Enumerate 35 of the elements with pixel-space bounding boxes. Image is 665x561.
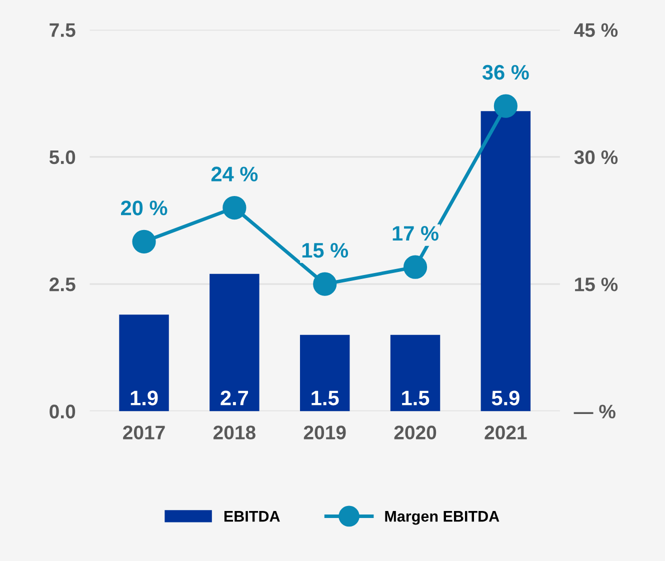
data-label: 20 % xyxy=(121,200,168,216)
x-tick-label: 2019 xyxy=(304,426,346,440)
point xyxy=(222,196,246,220)
data-label: 17 % xyxy=(392,226,438,241)
x-tick-label: 2017 xyxy=(123,426,165,440)
legend-label: EBITDA xyxy=(224,511,280,522)
y-tick-label: 2.5 xyxy=(50,278,76,292)
y2-tick-label: 30 % xyxy=(574,150,618,164)
y2-tick-label: 45 % xyxy=(574,23,618,37)
y-tick-label: 7.5 xyxy=(50,23,76,37)
y2-tick-label: 15 % xyxy=(575,278,618,292)
data-label: 24 % xyxy=(211,166,258,182)
y-tick-label: 0.0 xyxy=(50,404,76,418)
x-tick-label: 2018 xyxy=(213,426,256,440)
y-tick-label: 5.0 xyxy=(49,150,76,164)
bar xyxy=(119,314,169,412)
data-label: 1.5 xyxy=(312,390,339,406)
data-label: 15 % xyxy=(302,243,348,258)
data-label: 5.9 xyxy=(492,390,520,406)
data-label: 1.5 xyxy=(402,390,430,406)
data-label: 36 % xyxy=(482,64,529,80)
data-label: 1.9 xyxy=(130,390,158,406)
bar xyxy=(480,111,531,412)
point xyxy=(132,230,156,254)
point xyxy=(494,94,518,118)
y2-tick-label: — % xyxy=(574,404,616,418)
x-tick-label: 2020 xyxy=(394,426,436,440)
legend-label: Margen EBITDA xyxy=(385,511,500,525)
bar xyxy=(390,334,440,412)
point xyxy=(403,255,428,279)
bar xyxy=(300,334,350,412)
bar xyxy=(210,274,260,412)
x-tick-label: 2021 xyxy=(484,426,527,440)
point xyxy=(313,272,337,296)
data-label: 2.7 xyxy=(220,390,248,406)
